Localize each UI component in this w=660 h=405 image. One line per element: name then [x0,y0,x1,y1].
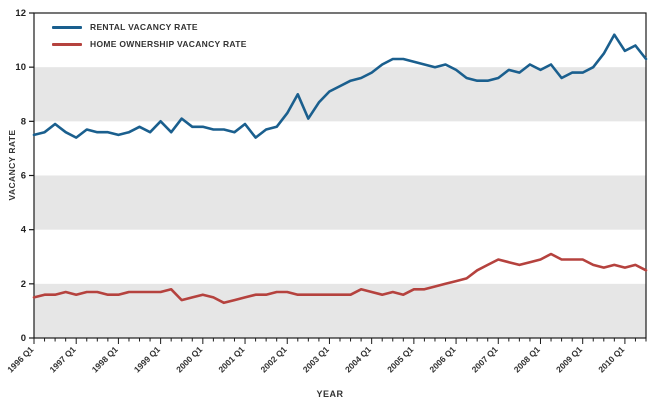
x-tick-label: 1998 Q1 [90,344,120,374]
series-line-1 [32,252,648,305]
x-axis-title: YEAR [316,389,344,399]
x-tick-label: 2002 Q1 [259,344,289,374]
legend-label-rental: RENTAL VACANCY RATE [90,22,198,32]
x-tick-label: 2010 Q1 [596,344,626,374]
legend-label-homeownership: HOME OWNERSHIP VACANCY RATE [90,39,247,49]
legend-item-rental: RENTAL VACANCY RATE [52,22,247,32]
x-tick-label: 2001 Q1 [216,344,246,374]
x-tick-label: 1999 Q1 [132,344,162,374]
legend: RENTAL VACANCY RATE HOME OWNERSHIP VACAN… [52,22,247,49]
x-tick-label: 2003 Q1 [301,344,331,374]
x-tick-label: 1997 Q1 [47,344,77,374]
x-tick-label: 2000 Q1 [174,344,204,374]
y-tick-label: 12 [15,8,26,19]
y-tick-label: 4 [21,225,27,236]
y-tick-label: 8 [21,116,26,127]
gridline-band [34,175,646,230]
x-tick-label: 2005 Q1 [385,344,415,374]
y-axis-title: VACANCY RATE [7,129,17,201]
y-tick-label: 6 [21,171,26,182]
homeownership-line-swatch [52,42,82,46]
x-tick-label: 2007 Q1 [470,344,500,374]
gridline-band [34,67,646,122]
y-tick-label: 2 [21,279,26,290]
y-tick-label: 0 [21,333,26,344]
x-tick-label: 2004 Q1 [343,344,373,374]
x-tick-label: 1996 Q1 [5,344,35,374]
y-tick-label: 10 [15,62,26,73]
legend-item-homeownership: HOME OWNERSHIP VACANCY RATE [52,39,247,49]
x-tick-label: 2008 Q1 [512,344,542,374]
rental-line-swatch [52,25,82,29]
x-tick-label: 2009 Q1 [554,344,584,374]
x-tick-label: 2006 Q1 [427,344,457,374]
series-line-0 [32,33,648,139]
